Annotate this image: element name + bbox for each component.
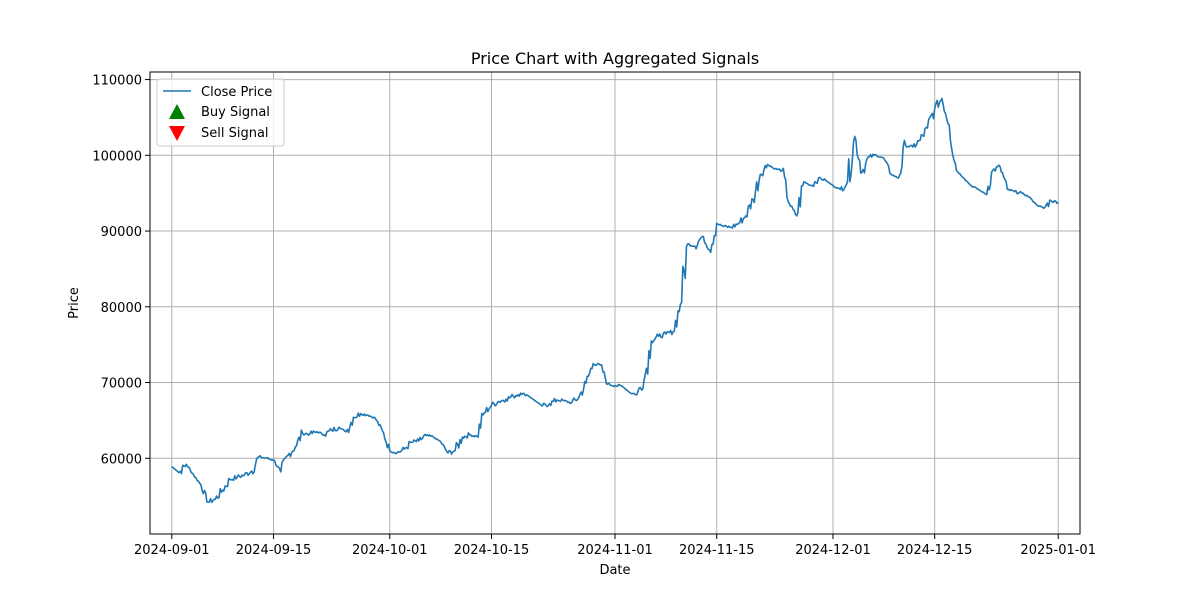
grid-lines bbox=[150, 72, 1080, 534]
y-axis-ticks: 60000 70000 80000 90000 100000 110000 bbox=[92, 74, 150, 467]
x-tick-label: 2024-09-01 bbox=[134, 543, 210, 558]
x-tick-label: 2024-12-15 bbox=[897, 543, 973, 558]
x-axis-ticks: 2024-09-01 2024-09-15 2024-10-01 2024-10-15… bbox=[134, 534, 1096, 558]
x-tick-label: 2024-10-15 bbox=[454, 543, 530, 558]
legend: Close Price Buy Signal Sell Signal bbox=[156, 78, 285, 147]
x-tick-label: 2024-11-01 bbox=[577, 543, 653, 558]
y-tick-label: 90000 bbox=[101, 225, 142, 240]
x-tick-label: 2024-11-15 bbox=[679, 543, 755, 558]
y-tick-label: 70000 bbox=[101, 377, 142, 392]
y-tick-label: 60000 bbox=[101, 452, 142, 467]
x-tick-label: 2024-12-01 bbox=[795, 543, 871, 558]
x-tick-label: 2024-09-15 bbox=[236, 543, 312, 558]
y-axis-label: Price bbox=[67, 287, 82, 319]
chart-title: Price Chart with Aggregated Signals bbox=[471, 49, 759, 68]
legend-buy-signal-icon bbox=[169, 104, 185, 119]
y-tick-label: 100000 bbox=[92, 149, 142, 164]
y-tick-label: 110000 bbox=[92, 74, 142, 89]
legend-box bbox=[156, 78, 285, 147]
x-tick-label: 2025-01-01 bbox=[1020, 543, 1096, 558]
close-price-line bbox=[171, 97, 1059, 504]
y-tick-label: 80000 bbox=[101, 301, 142, 316]
legend-sell-signal-icon bbox=[169, 126, 185, 141]
x-tick-label: 2024-10-01 bbox=[352, 543, 428, 558]
legend-close-price-label: Close Price bbox=[201, 85, 272, 100]
legend-sell-signal-label: Sell Signal bbox=[201, 126, 269, 141]
x-axis-label: Date bbox=[599, 563, 630, 578]
legend-buy-signal-label: Buy Signal bbox=[201, 105, 270, 120]
